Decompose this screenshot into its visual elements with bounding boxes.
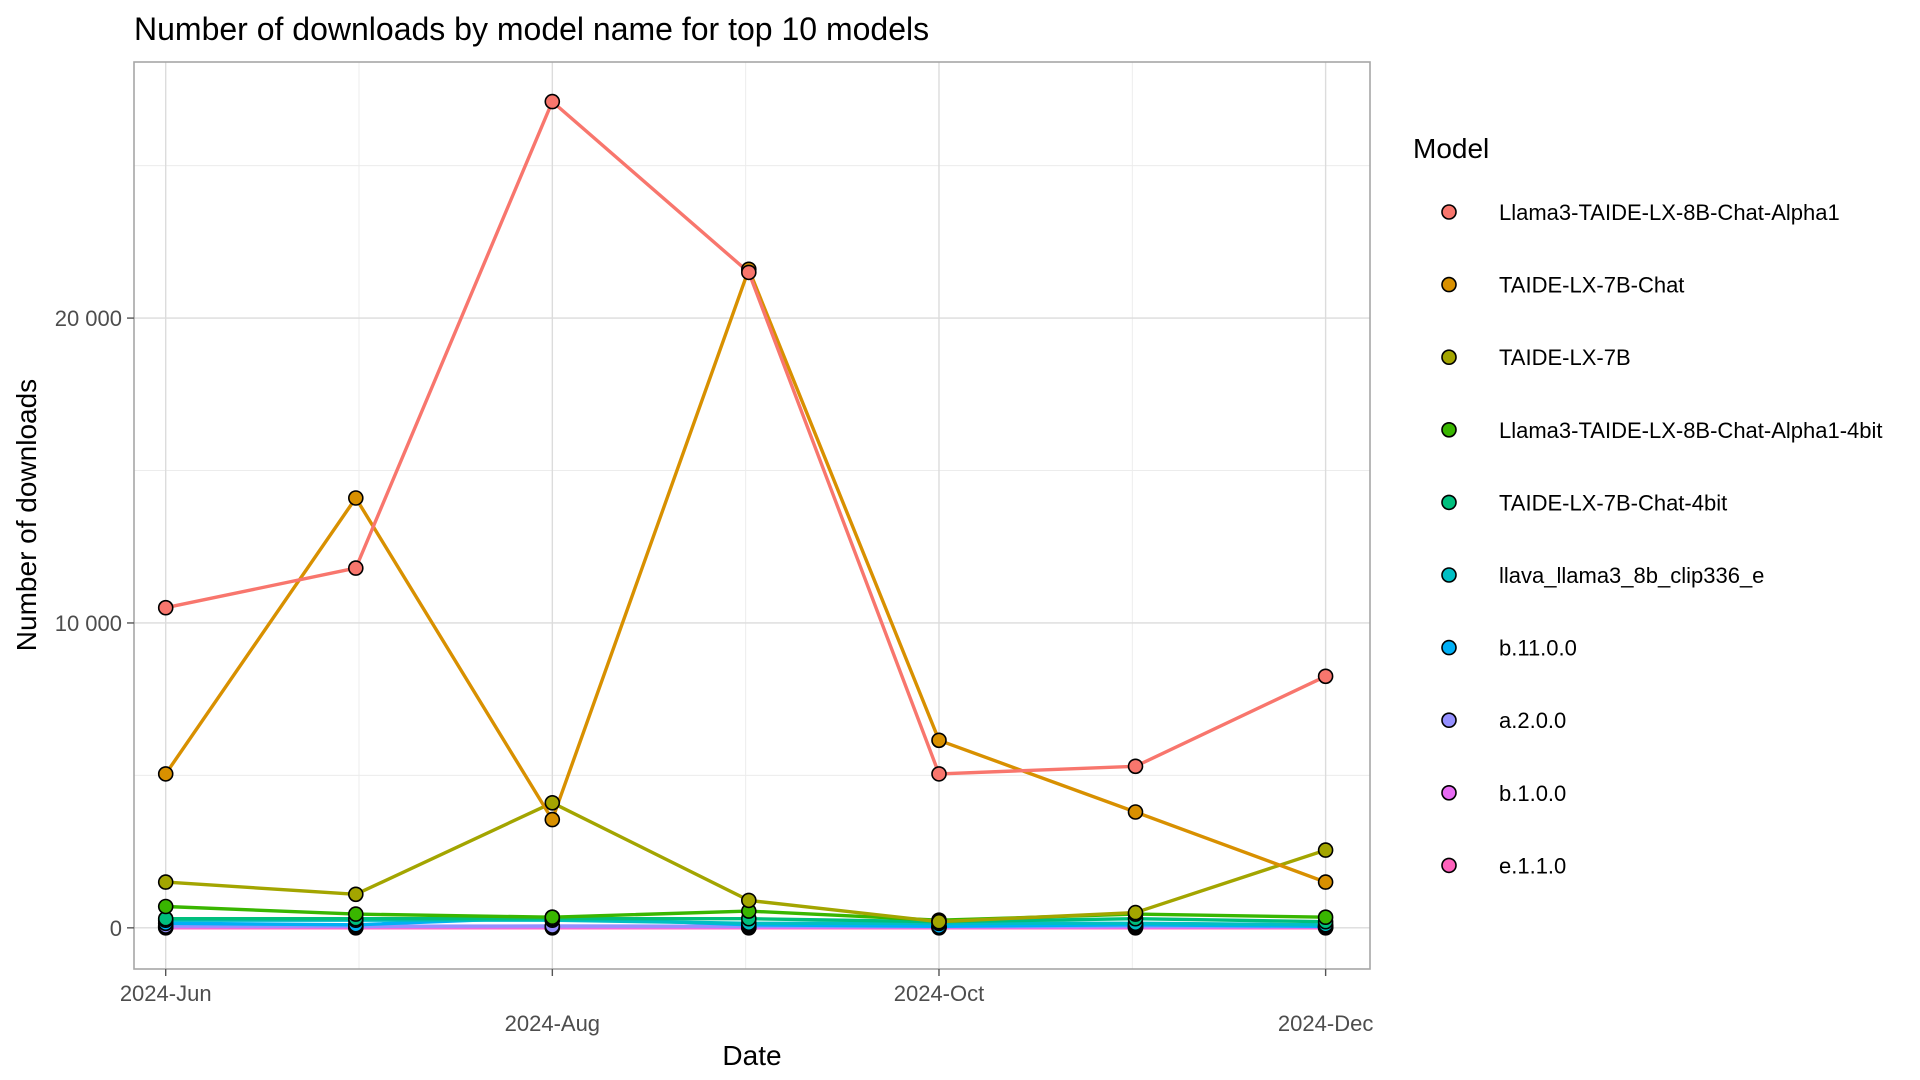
legend-label: Llama3-TAIDE-LX-8B-Chat-Alpha1-4bit: [1499, 418, 1883, 443]
legend-label: Llama3-TAIDE-LX-8B-Chat-Alpha1: [1499, 200, 1840, 225]
y-axis-title: Number of downloads: [11, 379, 42, 651]
data-point: [157, 874, 174, 890]
legend-label: b.11.0.0: [1499, 636, 1577, 661]
legend: Model Llama3-TAIDE-LX-8B-Chat-Alpha1 TAID…: [1413, 133, 1883, 878]
legend-key: [1441, 276, 1457, 293]
x-axis-title: Date: [722, 1040, 781, 1071]
data-point: [544, 794, 561, 811]
data-point: [347, 886, 364, 903]
data-point: [1317, 842, 1334, 858]
legend-key: [1441, 421, 1457, 438]
axes: 0 10 000 20 000 2024-Jun 2024-Aug 2024-Oct 202…: [55, 306, 1374, 1036]
legend-title: Model: [1413, 133, 1489, 164]
data-point: [544, 93, 561, 110]
x-tick-label: 2024-Jun: [120, 981, 212, 1006]
data-point: [740, 264, 757, 281]
legend-label: b.1.0.0: [1499, 781, 1566, 806]
chart-title: Number of downloads by model name for to…: [134, 11, 929, 47]
data-point: [347, 906, 364, 922]
x-tick-label: 2024-Dec: [1278, 1011, 1373, 1036]
data-point: [1317, 668, 1334, 685]
legend-key: [1441, 712, 1457, 729]
series-points: [157, 93, 1334, 936]
y-tick-label: 0: [110, 916, 122, 941]
data-point: [740, 892, 757, 909]
data-point: [347, 560, 364, 576]
data-point: [1127, 804, 1144, 820]
legend-label: a.2.0.0: [1499, 708, 1566, 733]
y-tick-label: 10 000: [55, 611, 122, 636]
data-point: [544, 909, 561, 926]
legend-key: [1441, 567, 1457, 583]
legend-label: TAIDE-LX-7B-Chat: [1499, 273, 1684, 298]
legend-label: TAIDE-LX-7B-Chat-4bit: [1499, 490, 1727, 515]
plot-panel: [133, 61, 1371, 970]
legend-key: [1441, 349, 1457, 366]
legend-label: e.1.1.0: [1499, 853, 1566, 878]
data-point: [1127, 758, 1144, 775]
legend-key: [1441, 784, 1457, 801]
data-point: [931, 766, 947, 782]
y-tick-label: 20 000: [55, 306, 122, 331]
data-point: [1317, 874, 1334, 890]
data-point: [157, 599, 174, 616]
data-point: [544, 811, 561, 828]
data-point: [157, 766, 174, 782]
legend-key: [1441, 857, 1457, 874]
legend-label: llava_llama3_8b_clip336_e: [1499, 563, 1764, 588]
legend-label: TAIDE-LX-7B: [1499, 345, 1631, 370]
x-tick-label: 2024-Oct: [894, 981, 985, 1006]
x-tick-label: 2024-Aug: [505, 1011, 600, 1036]
legend-key: [1441, 639, 1457, 656]
legend-key: [1441, 494, 1457, 511]
grid: [134, 62, 1370, 969]
data-point: [1127, 904, 1144, 921]
data-point: [931, 913, 947, 930]
legend-key: [1441, 204, 1457, 220]
data-point: [1317, 909, 1334, 926]
data-point: [931, 732, 947, 749]
data-point: [157, 898, 174, 915]
data-point: [347, 490, 364, 506]
